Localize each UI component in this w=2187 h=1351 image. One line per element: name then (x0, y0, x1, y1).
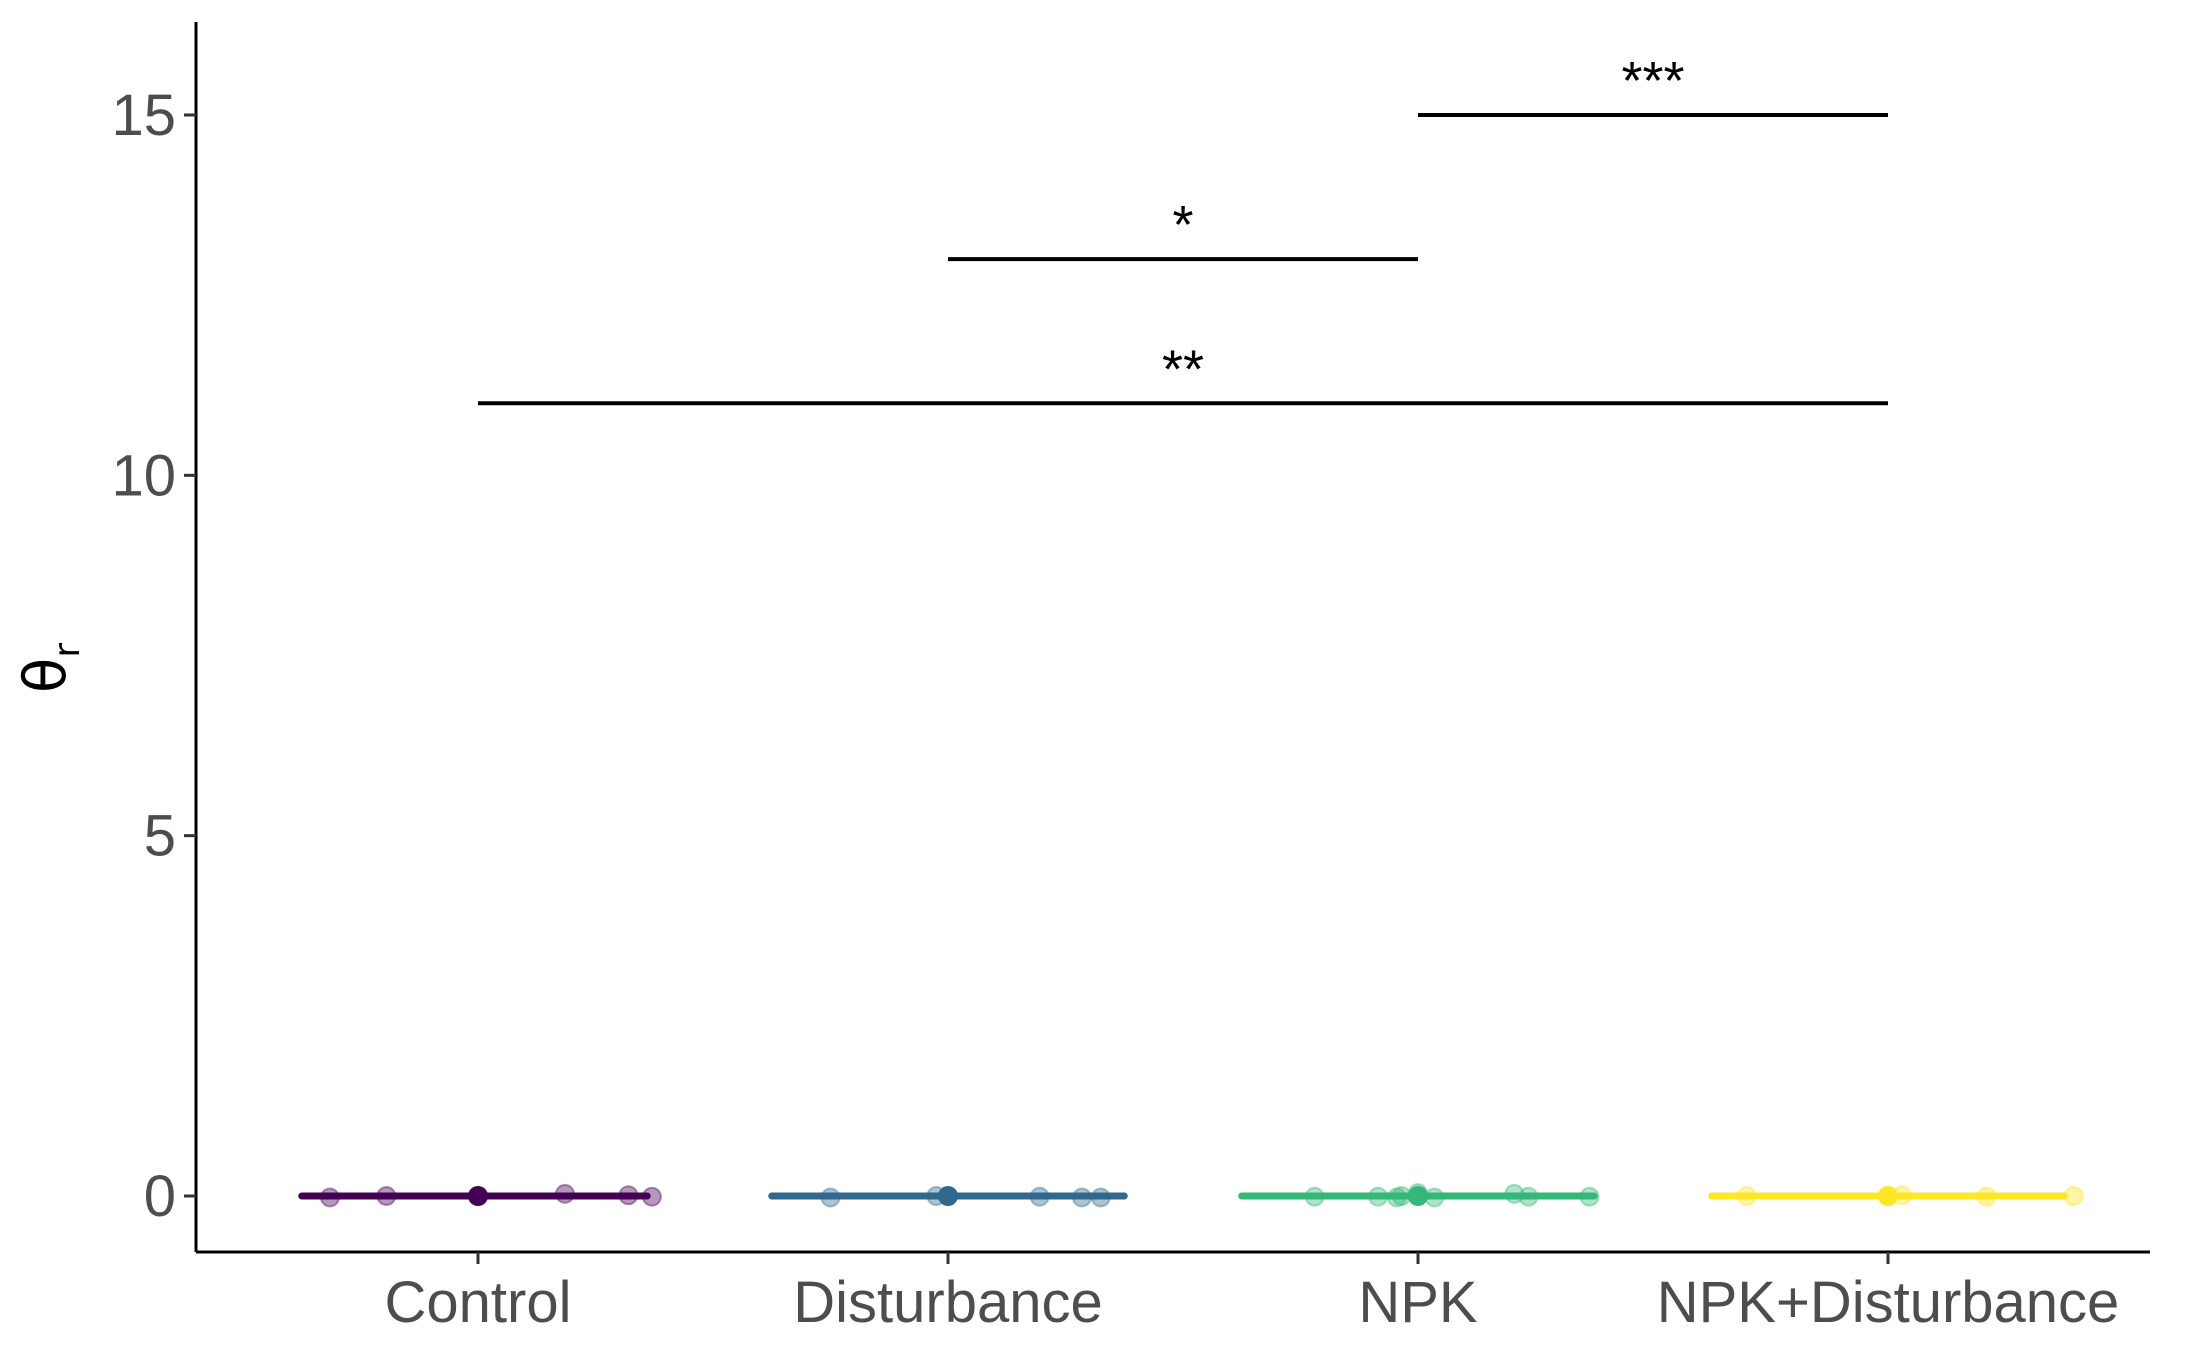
y-tick-label: 5 (144, 804, 176, 869)
data-point (1304, 1186, 1325, 1207)
mean-point (468, 1186, 488, 1206)
y-tick-label: 0 (144, 1164, 176, 1229)
data-point (1976, 1186, 1997, 1207)
series-npk (1238, 1183, 1600, 1208)
series-disturbance (768, 1186, 1128, 1208)
data-point (376, 1186, 397, 1206)
data-point (820, 1187, 841, 1208)
x-tick-label: Disturbance (793, 1270, 1102, 1335)
data-point (1391, 1186, 1412, 1206)
data-point (1737, 1186, 1757, 1206)
y-tick-label: 15 (111, 83, 176, 148)
data-point (1504, 1183, 1525, 1204)
y-axis-label-subscript: r (47, 643, 88, 658)
data-point (554, 1183, 575, 1204)
data-point (618, 1185, 639, 1206)
x-tick-label: Control (385, 1270, 572, 1335)
data-point (1029, 1186, 1050, 1207)
data-point (2063, 1186, 2084, 1206)
y-axis-label: θr (11, 643, 88, 694)
data-point (1424, 1187, 1445, 1208)
mean-point (938, 1186, 958, 1206)
data-point (641, 1186, 662, 1207)
series-control (298, 1183, 662, 1208)
series-layer (298, 1183, 2084, 1208)
y-tick-label: 10 (111, 443, 176, 508)
significance-label: ** (1162, 339, 1204, 399)
data-point (1386, 1187, 1407, 1208)
mean-point (1408, 1186, 1428, 1206)
significance-layer: ****** (478, 51, 1888, 406)
significance-label: * (1172, 195, 1193, 255)
x-tick-label: NPK+Disturbance (1657, 1270, 2120, 1335)
data-point (1368, 1186, 1389, 1207)
mean-point (1878, 1186, 1898, 1206)
x-tick-label: NPK (1358, 1270, 1478, 1335)
y-axis-label-main: θ (11, 658, 79, 694)
data-point (1518, 1186, 1539, 1207)
data-point (1579, 1186, 1600, 1207)
data-point (1071, 1187, 1092, 1208)
data-point (1090, 1187, 1111, 1208)
series-npk-disturbance (1708, 1185, 2084, 1207)
data-point (319, 1187, 340, 1208)
axes-layer: 0 5 10 15 Control Disturbance NPK NPK+Disturban… (111, 22, 2150, 1335)
significance-label: *** (1621, 51, 1684, 111)
